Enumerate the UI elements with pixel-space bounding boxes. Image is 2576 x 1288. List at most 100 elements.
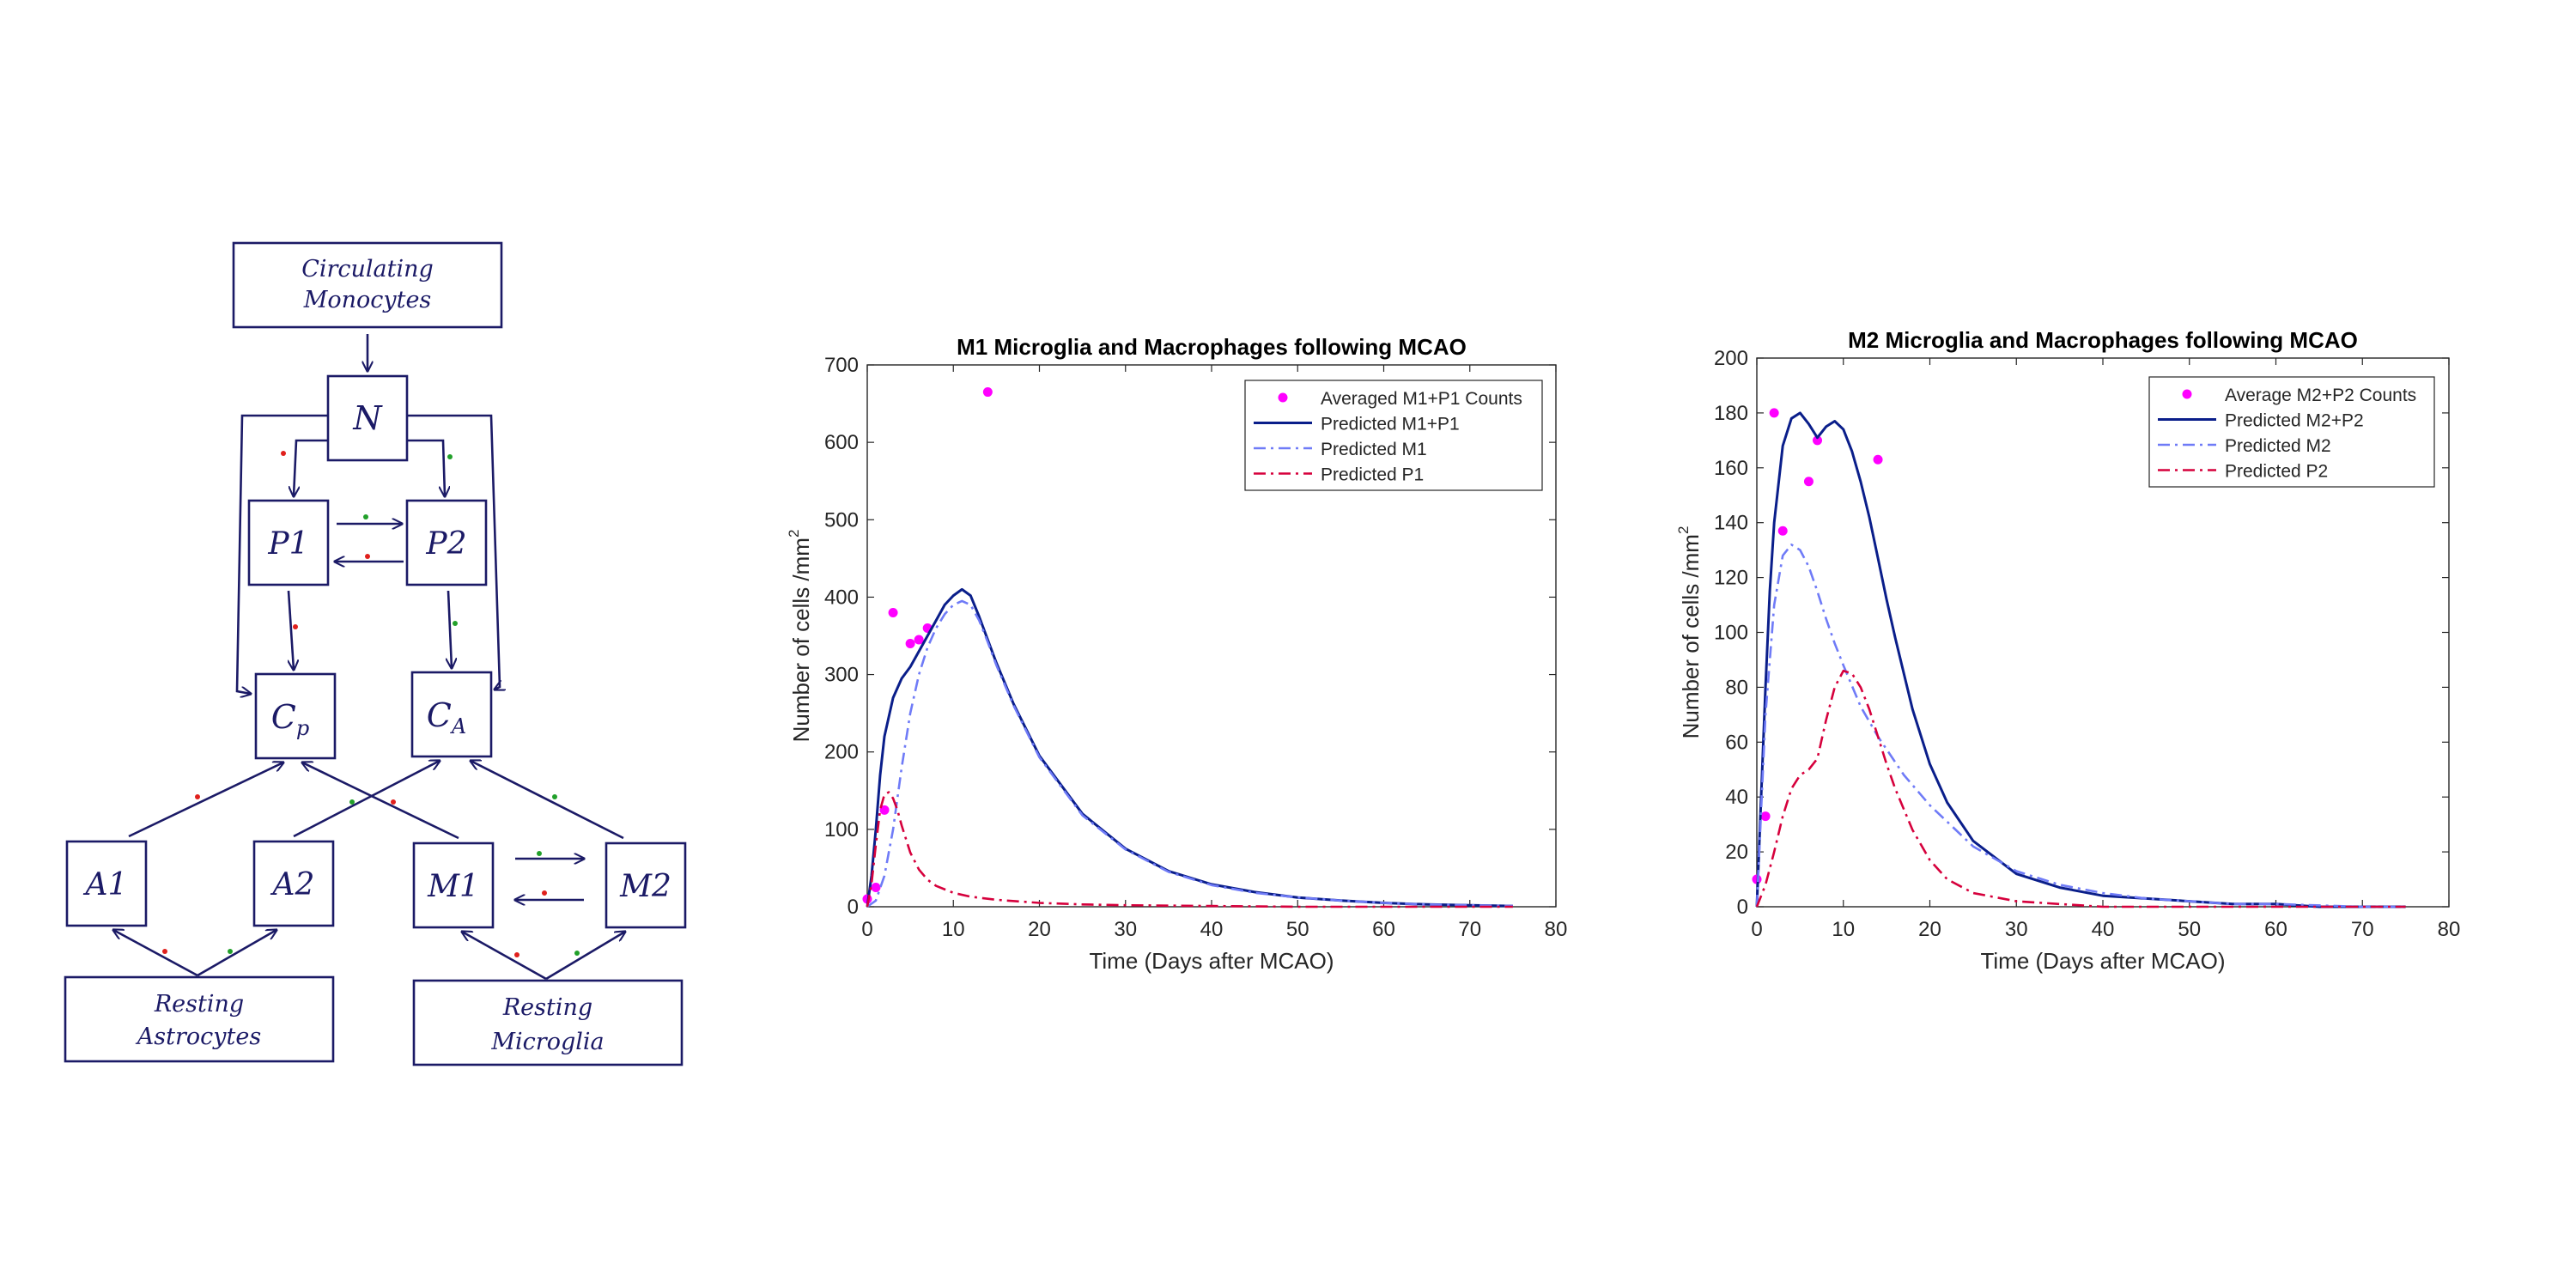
arrow-rest-astro-to-a1 (113, 930, 198, 977)
x-tick-label: 70 (1458, 918, 1481, 941)
y-tick-label: 60 (1725, 731, 1748, 754)
node-cp-label: Cp (271, 698, 309, 740)
data-point (871, 882, 881, 892)
data-point (1813, 435, 1823, 446)
node-a1-label: A1 (83, 867, 128, 902)
data-point (1769, 408, 1779, 418)
x-tick-label: 40 (2092, 918, 2115, 941)
y-tick-label: 120 (1714, 567, 1748, 590)
x-tick-label: 20 (1028, 918, 1051, 941)
x-tick-label: 50 (2178, 918, 2201, 941)
legend-label: Predicted M2 (2225, 436, 2331, 456)
red-dot (514, 952, 519, 957)
x-tick-label: 60 (2264, 918, 2287, 941)
y-axis-label-superscript: 2 (1675, 526, 1692, 534)
series-line-1 (1755, 411, 2406, 908)
x-tick-label: 10 (1832, 918, 1855, 941)
legend-box (2148, 376, 2435, 488)
y-tick-label: 600 (824, 431, 859, 454)
series-line-3 (1755, 669, 2406, 908)
x-axis-label: Time (Days after MCAO) (1980, 948, 2225, 974)
node-m1-box (412, 841, 495, 929)
circulating-monocytes-box (232, 241, 503, 329)
node-a1-box (65, 840, 148, 927)
data-point (1803, 477, 1814, 487)
node-a2-box (252, 840, 335, 927)
data-point (888, 607, 898, 617)
x-tick-label: 0 (1751, 918, 1762, 941)
series-line-2 (1755, 544, 2406, 908)
red-dot (293, 624, 298, 629)
legend-label: Predicted M1+P1 (1321, 415, 1460, 434)
node-ca-box (410, 671, 493, 758)
arrow-a2-to-ca (293, 761, 440, 838)
node-p2-box (405, 499, 488, 586)
x-tick-label: 70 (2351, 918, 2374, 941)
node-n-label: N (352, 399, 383, 437)
x-tick-label: 30 (2005, 918, 2028, 941)
chart-title: M1 Microglia and Macrophages following M… (957, 334, 1467, 360)
data-point (879, 805, 890, 815)
x-tick-label: 60 (1372, 918, 1395, 941)
arrow-n-to-cp (235, 414, 328, 694)
green-dot (574, 951, 580, 956)
node-p1-label: P1 (267, 526, 308, 562)
green-dot (447, 454, 453, 459)
y-tick-label: 200 (824, 741, 859, 764)
circulating-monocytes-label-line2: Monocytes (303, 287, 432, 313)
resting-microglia-box (412, 979, 683, 1066)
red-dot (195, 794, 200, 799)
x-tick-label: 40 (1200, 918, 1224, 941)
node-m2-box (605, 841, 687, 929)
x-tick-label: 30 (1114, 918, 1137, 941)
node-ca-sub: A (450, 714, 466, 738)
arrow-rest-micro-to-m1 (462, 932, 547, 981)
y-tick-label: 100 (1714, 622, 1748, 645)
y-tick-label: 700 (824, 354, 859, 377)
node-cp-main: C (271, 698, 296, 736)
node-p2-label: P2 (425, 526, 466, 562)
y-tick-label: 500 (824, 508, 859, 532)
x-tick-label: 80 (2438, 918, 2461, 941)
m2-chart: 0 10 20 30 40 50 60 70 80 0 20 40 60 80 100 120 140 160 18… (1675, 327, 2460, 974)
node-ca-label: CA (427, 696, 466, 738)
y-axis-label-text: Number of cells /mm (1678, 534, 1704, 738)
node-n-box (326, 374, 409, 462)
y-tick-label: 20 (1725, 841, 1748, 864)
resting-microglia-label-line1: Resting (502, 994, 592, 1021)
resting-astrocytes-label-line1: Resting (154, 991, 244, 1018)
green-dot (228, 949, 233, 954)
arrow-rest-micro-to-m2 (545, 932, 625, 981)
resting-astrocytes-box (64, 975, 335, 1063)
m1-chart: 0 10 20 30 40 50 60 70 80 0 100 200 300 400 500 600 700 M… (786, 334, 1567, 974)
legend-label: Predicted M1 (1321, 440, 1427, 459)
data-point (1873, 454, 1883, 465)
y-tick-label: 400 (824, 586, 859, 609)
x-axis-label: Time (Days after MCAO) (1089, 948, 1334, 974)
series-line-3 (866, 791, 1513, 908)
data-point (1777, 526, 1788, 536)
chart-title: M2 Microglia and Macrophages following M… (1848, 327, 2358, 353)
y-tick-label: 200 (1714, 347, 1748, 370)
legend-label: Averaged M1+P1 Counts (1321, 389, 1522, 409)
y-tick-label: 40 (1725, 786, 1748, 809)
node-p1-box (247, 499, 330, 586)
red-dot (365, 554, 370, 559)
series-line-2 (866, 599, 1513, 908)
legend-label: Average M2+P2 Counts (2225, 386, 2416, 405)
y-tick-label: 80 (1725, 676, 1748, 699)
resting-astrocytes-label-line2: Astrocytes (135, 1024, 261, 1050)
x-tick-label: 20 (1918, 918, 1941, 941)
y-tick-label: 160 (1714, 457, 1748, 480)
legend-box (1244, 380, 1543, 491)
data-point (905, 639, 915, 649)
y-tick-label: 0 (848, 896, 859, 919)
arrow-rest-astro-to-a2 (197, 930, 276, 977)
x-tick-label: 0 (861, 918, 872, 941)
arrow-a1-to-cp (128, 762, 283, 838)
node-m2-label: M2 (619, 869, 671, 904)
arrow-p1-to-cp (287, 590, 294, 670)
legend-marker (1278, 392, 1288, 403)
data-point (914, 635, 924, 645)
arrow-n-to-p1 (294, 439, 328, 496)
